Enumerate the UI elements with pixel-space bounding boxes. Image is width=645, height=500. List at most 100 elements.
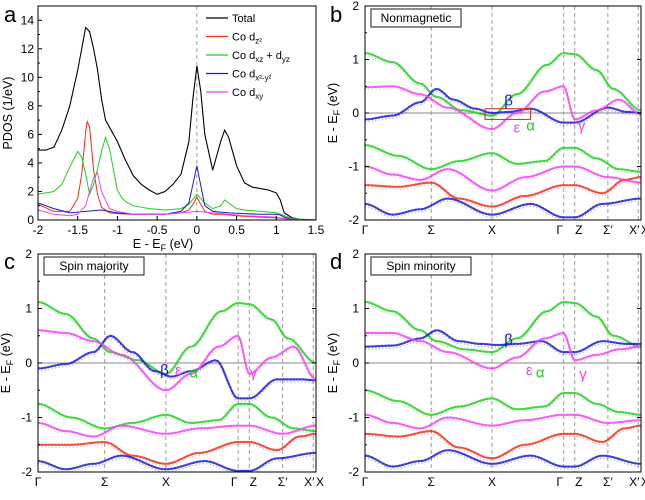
x-tick-label: -1.5 [67,223,88,237]
y-tick-label: -2 [348,213,359,227]
legend-label-co_dxz_dyz: Co dxz + dyz [232,50,290,64]
series-co_dxy [37,171,317,221]
k-point-label: X′ [304,475,315,489]
k-point-label: Σ′ [603,223,613,237]
band-shadow-co_dz2 [365,427,641,462]
k-point-label: X [162,475,170,489]
k-point-label: X′ [629,223,640,237]
y-tick-label: 0 [352,106,359,120]
panel-letter-d: d [330,249,342,274]
band-label-co_dx2y2: β [504,93,513,110]
x-tick-label: 0.5 [228,223,245,237]
band-co_dxy [38,421,316,438]
y-tick-label: -2 [348,465,359,479]
band-shadow-co_dz2 [38,435,316,467]
panel-banner-box [43,256,145,276]
legend-label-co_dx2y2: Co dx²-y² [232,69,272,83]
panel-letter-c: c [4,249,15,274]
band-shadow-co_dxz_dyz [38,405,316,435]
legend-label-co_dz2: Co dz² [232,32,262,46]
y-tick-label: -1 [348,160,359,174]
band-label-co_dxz_dyz: α [526,117,535,134]
y-tick-label: 1 [25,302,32,316]
band-shadow-co_dxy [38,424,316,440]
k-point-label: Σ′ [603,475,613,489]
band-co_dz2 [38,432,316,465]
k-point-label: Z [575,223,582,237]
band-co_dz2 [365,176,641,208]
k-point-label: Σ [428,223,435,237]
y-tick-label: 0 [25,356,32,370]
band-label-co_dxy: ε [526,362,533,379]
highlight-box [484,108,532,120]
panel-banner-box [370,256,472,276]
y-tick-label: 2 [352,0,359,13]
y-tick-label: 0 [352,356,359,370]
k-point-label: X [641,475,645,489]
band-co_dx2y2 [365,329,641,354]
bands-group [365,51,641,220]
y-tick-label: -2 [21,465,32,479]
series-co_dx2y2 [37,165,317,221]
legend-label-total: Total [232,13,255,25]
band-label-co_dxy: γ [579,366,587,383]
series-total [38,26,317,221]
band-shadow-co_dx2y2 [38,337,316,402]
band-label-co_dxy: γ [578,117,586,134]
k-point-label: X [641,223,645,237]
k-point-label: Σ′ [278,475,288,489]
plot-frame [37,5,317,221]
band-co_dxz_dyz [38,402,316,433]
band-co_dz2 [365,424,641,460]
k-point-label: Γ [362,223,369,237]
series-co_dxz_dyz [37,135,317,221]
panel-banner-box [370,8,462,28]
band-co_dxy [38,329,316,392]
panel-letter-a: a [4,2,17,27]
panel-letter-b: b [330,2,342,27]
band-co_dx2y2 [38,334,316,400]
x-tick-label: 1 [273,223,280,237]
k-point-label: Γ [35,475,42,489]
k-point-label: Z [575,475,582,489]
y-tick-label: -1 [21,411,32,425]
band-label-co_dxz_dyz: α [536,364,545,381]
band-shadow-co_dxz_dyz [365,303,641,356]
x-tick-label: -1 [112,223,123,237]
k-point-label: Γ [556,475,563,489]
band-label-co_dx2y2: β [504,332,513,349]
band-label-co_dx2y2: β [160,362,169,379]
y-tick-label: 2 [25,247,32,261]
band-co_dx2y2 [38,451,316,472]
band-co_dxy [365,331,641,370]
legend-label-co_dxy: Co dxy [232,87,263,101]
y-tick-label: 1 [352,53,359,67]
y-axis-label: E - EF (eV) [326,83,342,143]
band-co_dx2y2 [365,449,641,468]
k-point-label: X [488,223,496,237]
panel-banner-text: Spin minority [386,259,455,273]
band-co_dxz_dyz [365,300,641,354]
band-co_dx2y2 [365,87,641,124]
y-axis-label: PDOS (1/eV) [1,77,15,150]
y-tick-label: 2 [352,247,359,261]
x-tick-label: 0 [194,223,201,237]
band-co_dxy [365,165,641,192]
x-tick-label: 1.5 [308,223,325,237]
k-point-label: Σ [428,475,435,489]
bands-group [365,300,641,470]
band-shadow-co_dxz_dyz [365,392,641,418]
band-co_dxy [365,413,641,430]
y-tick-label: 1 [352,302,359,316]
band-co_dxz_dyz [365,144,641,173]
x-tick-label: -2 [33,223,44,237]
band-shadow-co_dz2 [365,179,641,210]
y-tick-label: 6 [27,127,34,141]
y-axis-label: E - EF (eV) [326,333,342,393]
band-co_dx2y2 [365,197,641,219]
band-label-co_dxy: ε [175,362,182,379]
y-tick-label: -1 [348,411,359,425]
